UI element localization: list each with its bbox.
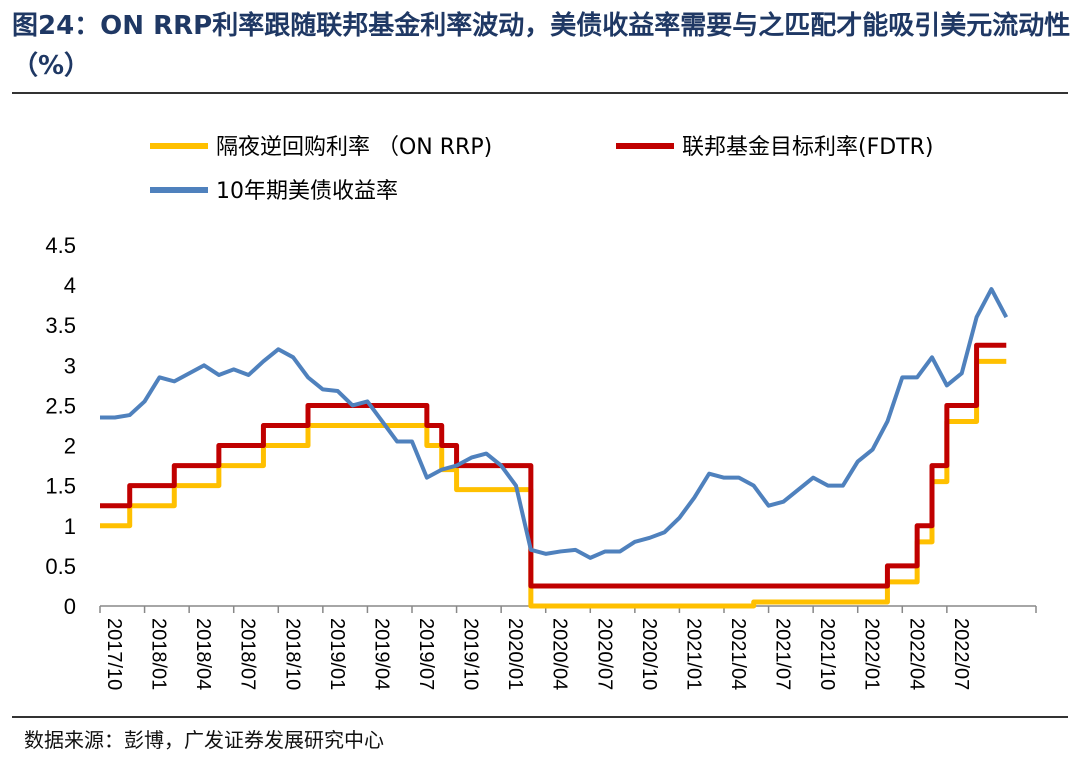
x-tick-label: 2018/01	[148, 618, 170, 690]
x-tick-label: 2021/10	[816, 618, 838, 690]
x-tick-label: 2019/10	[460, 618, 482, 690]
x-tick-label: 2020/10	[638, 618, 660, 690]
x-tick-label: 2019/01	[326, 618, 348, 690]
source-note: 数据来源：彭博，广发证券发展研究中心	[24, 728, 384, 752]
series-line	[100, 287, 1009, 560]
y-tick-label: 3	[64, 353, 76, 378]
legend-label: 10年期美债收益率	[216, 179, 398, 204]
x-tick-label: 2022/04	[905, 618, 927, 690]
x-tick-label: 2018/04	[192, 618, 214, 690]
x-tick-label: 2017/10	[103, 618, 125, 690]
x-tick-label: 2020/07	[593, 618, 615, 690]
y-tick-label: 0	[64, 594, 76, 619]
x-tick-label: 2020/04	[549, 618, 571, 690]
x-tick-label: 2021/07	[772, 618, 794, 690]
y-tick-label: 3.5	[45, 313, 76, 338]
top-rule	[12, 92, 1068, 94]
x-tick-label: 2022/01	[861, 618, 883, 690]
x-tick-label: 2019/04	[370, 618, 392, 690]
x-tick-label: 2018/07	[237, 618, 259, 690]
y-tick-label: 2	[64, 434, 76, 459]
bottom-rule	[12, 716, 1068, 718]
y-tick-label: 1.5	[45, 474, 76, 499]
x-tick-label: 2020/01	[504, 618, 526, 690]
series-line	[100, 342, 1007, 589]
series-line	[100, 358, 1007, 609]
y-tick-label: 1	[64, 514, 76, 539]
x-tick-label: 2021/04	[727, 618, 749, 690]
y-tick-label: 2.5	[45, 393, 76, 418]
legend-label: 联邦基金目标利率(FDTR)	[682, 135, 934, 160]
legend-label: 隔夜逆回购利率 （ON RRP)	[216, 135, 492, 160]
y-tick-label: 0.5	[45, 554, 76, 579]
x-tick-label: 2019/07	[415, 618, 437, 690]
y-tick-label: 4	[64, 273, 76, 298]
x-tick-label: 2022/07	[950, 618, 972, 690]
x-tick-label: 2021/01	[682, 618, 704, 690]
y-tick-label: 4.5	[45, 233, 76, 258]
figure-title: 图24：ON RRP利率跟随联邦基金利率波动，美债收益率需要与之匹配才能吸引美元…	[12, 11, 1071, 81]
x-tick-label: 2018/10	[281, 618, 303, 690]
